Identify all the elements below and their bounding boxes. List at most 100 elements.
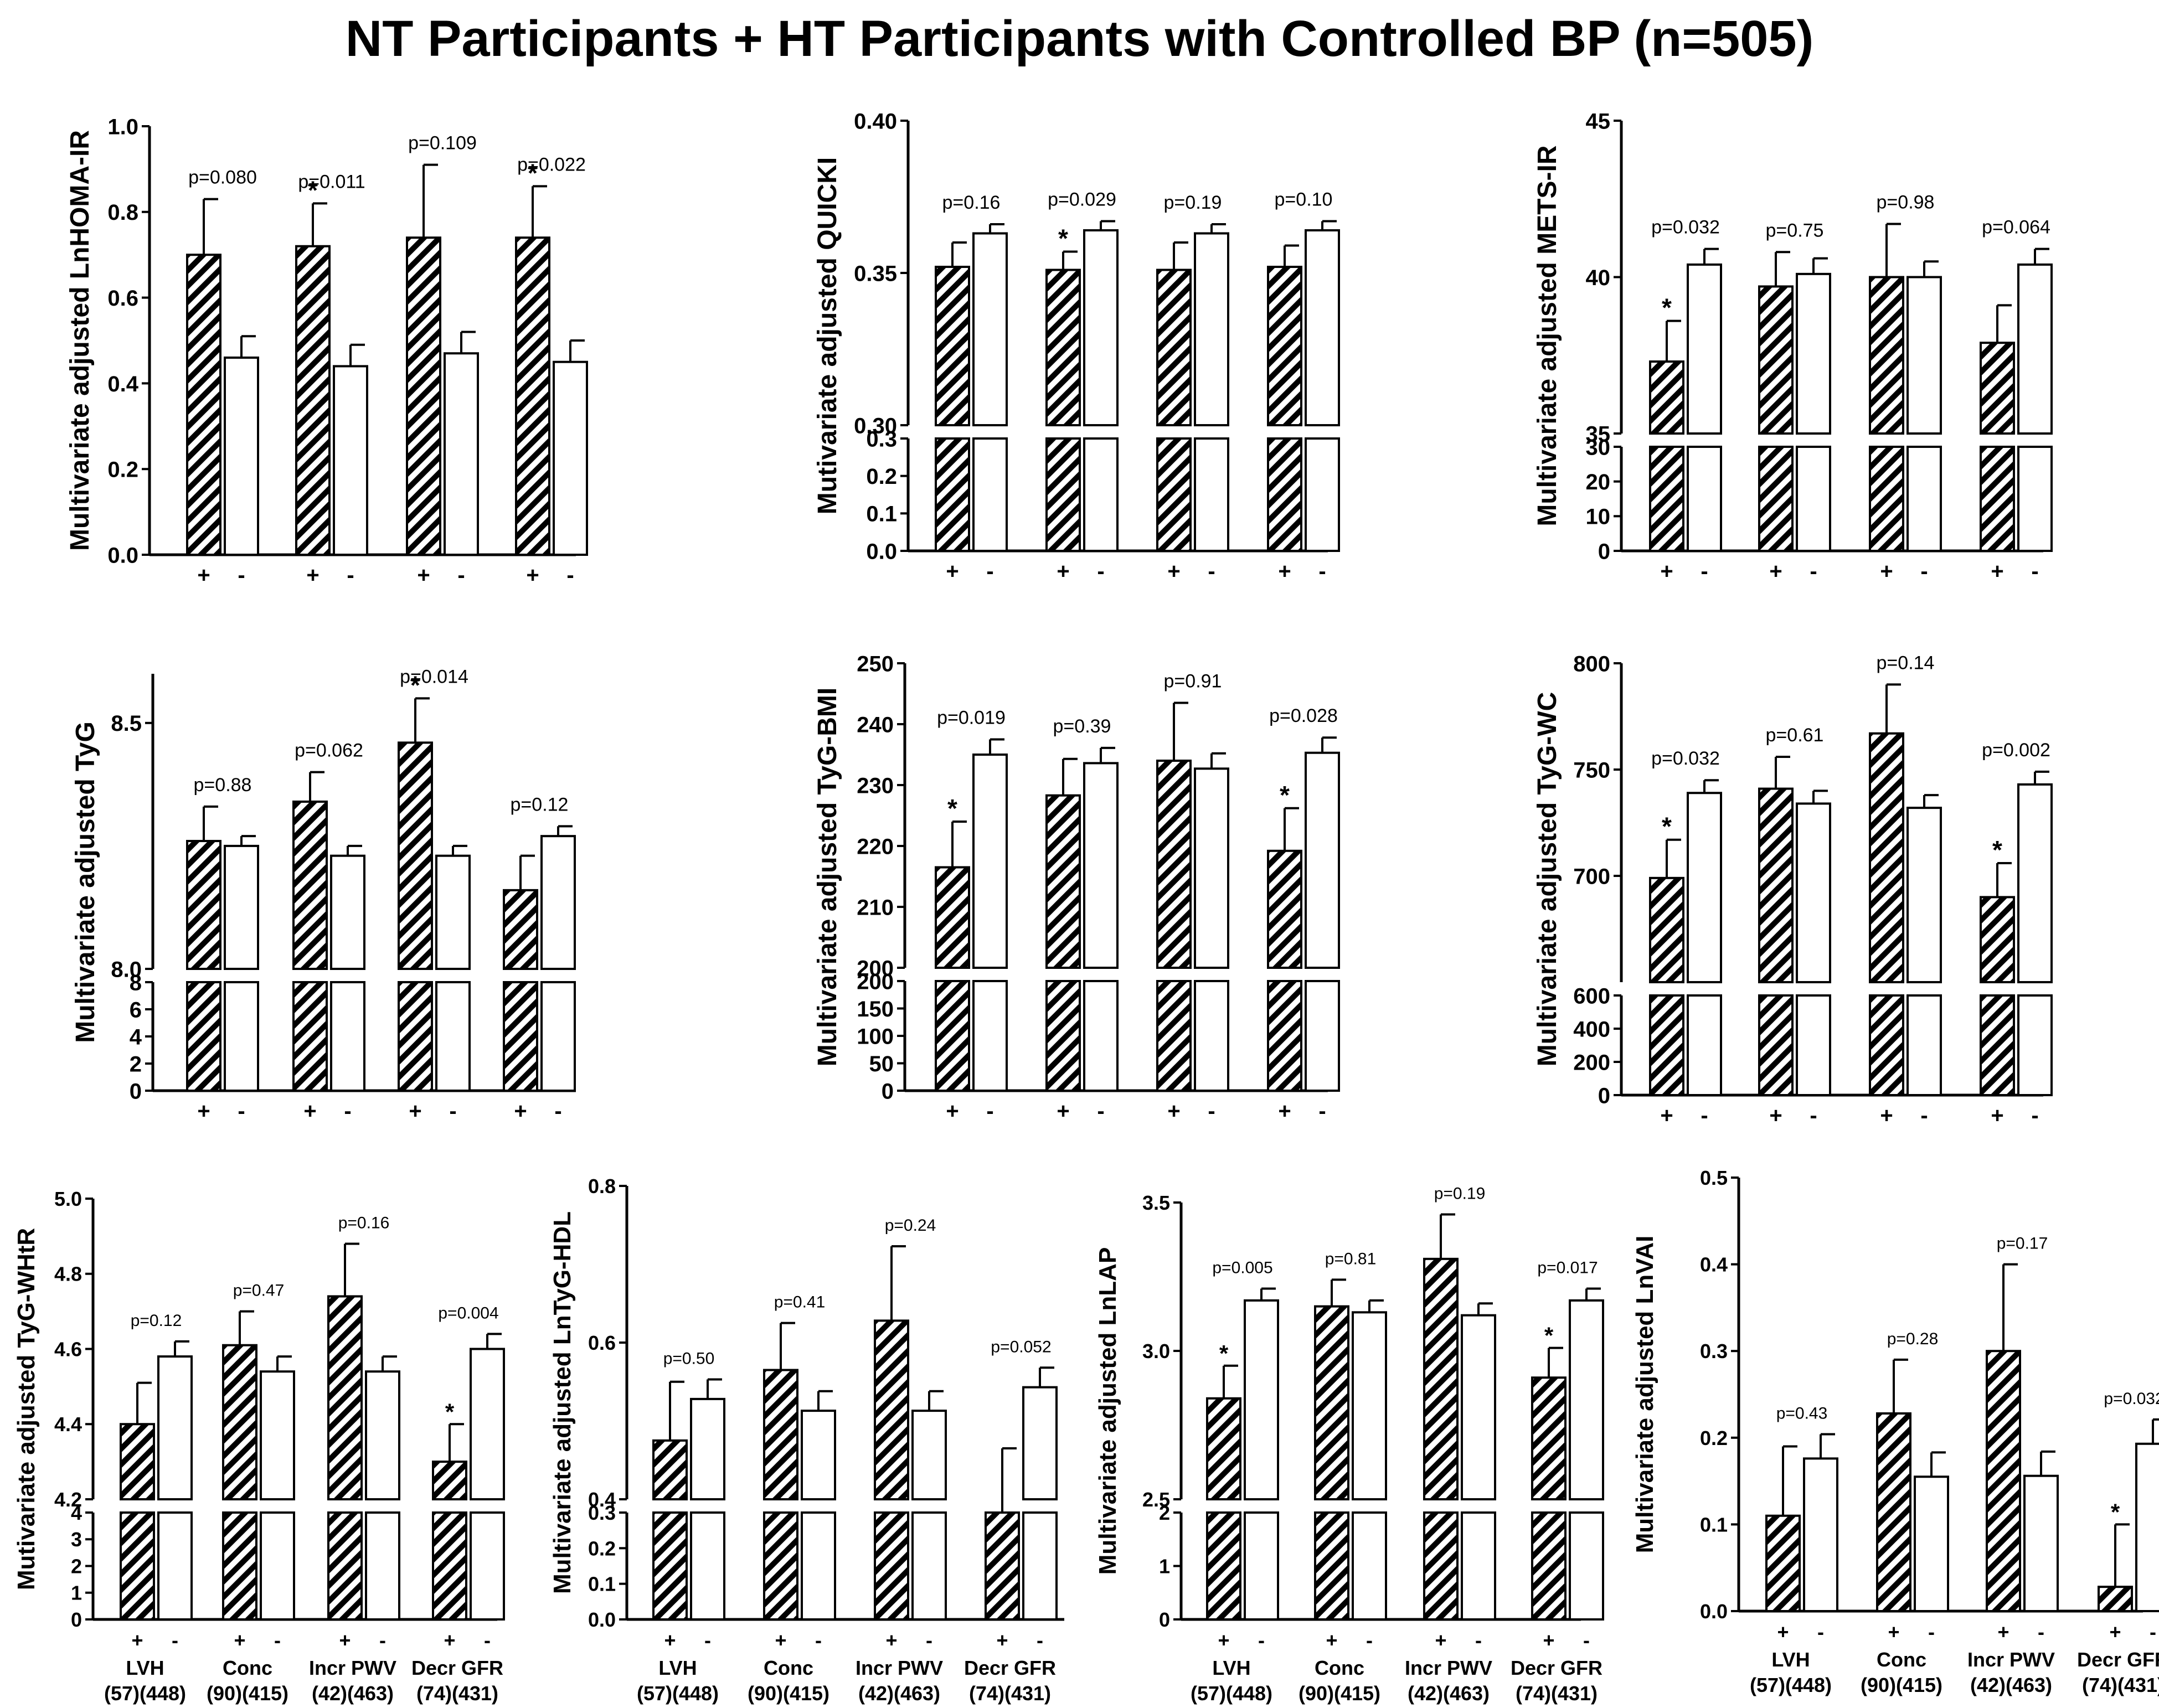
bar-sign-label: + <box>1991 1103 2003 1128</box>
bar-conc-plus <box>1876 1412 1911 1612</box>
y-tick-label: 4.6 <box>54 1338 82 1360</box>
y-tick-label: 800 <box>1573 652 1610 676</box>
bar-sign-label: - <box>238 563 245 587</box>
p-value-label: p=0.014 <box>400 666 468 687</box>
bar-conc-plus-lower <box>1758 994 1794 1096</box>
bar-conc-minus-lower <box>1352 1511 1387 1621</box>
y-tick-label: 3.0 <box>1142 1340 1170 1363</box>
bar-decr-gfr-minus <box>2017 263 2053 435</box>
bar-lvh-plus <box>186 254 221 556</box>
p-value-label: p=0.12 <box>131 1312 182 1330</box>
bar-incr-pwv-minus-lower <box>1461 1511 1496 1621</box>
bar-incr-pwv-minus-lower <box>911 1511 947 1621</box>
y-tick-label: 0.4 <box>588 1488 616 1511</box>
bar-sign-label: + <box>514 1099 527 1123</box>
y-tick-label: 0.0 <box>107 543 138 567</box>
bar-incr-pwv-plus <box>1156 269 1192 426</box>
bar-decr-gfr-minus-lower <box>2017 446 2053 552</box>
p-value-label: p=0.032 <box>1651 748 1720 769</box>
category-count: (74)(431) <box>2082 1674 2159 1696</box>
p-value-label: p=0.002 <box>1982 740 2050 761</box>
y-tick-label: 5.0 <box>54 1188 82 1210</box>
y-tick-label: 200 <box>857 969 894 994</box>
chart-panel-6: 700 750 800 0 200 400 600 Multivariate adjusted… <box>1533 652 2053 1128</box>
bar-incr-pwv-minus-lower <box>1906 994 1942 1096</box>
bar-lvh-plus <box>1649 360 1684 435</box>
category-count: (57)(448) <box>1191 1682 1272 1705</box>
significance-star: * <box>1992 835 2002 864</box>
bar-decr-gfr-minus <box>1305 229 1340 426</box>
chart-panel-7: 4.2 4.4 4.6 4.8 5.0 0 1 2 3 4 Mutivariate adjusted… <box>13 1188 505 1705</box>
bar-decr-gfr-plus-lower <box>503 981 538 1092</box>
bar-lvh-plus-lower <box>1206 1511 1241 1621</box>
category-label: Conc <box>1877 1648 1926 1671</box>
y-tick-label: 0.1 <box>588 1573 616 1596</box>
category-label: Decr GFR <box>2077 1648 2159 1671</box>
y-tick-label: 0.35 <box>854 261 897 286</box>
bar-sign-label: - <box>2031 1103 2038 1128</box>
bar-lvh-plus-lower <box>1649 994 1684 1096</box>
p-value-label: p=0.019 <box>937 708 1006 729</box>
bar-incr-pwv-minus <box>1194 232 1229 426</box>
chart-panel-10: 0.0 0.1 0.2 0.3 0.4 0.5 Multivariate adjusted … <box>1631 1167 2159 1696</box>
bar-sign-label: - <box>347 563 354 587</box>
bar-decr-gfr-plus-lower <box>432 1511 467 1621</box>
bar-lvh-minus <box>972 754 1008 969</box>
bar-incr-pwv-minus-lower <box>1194 980 1229 1092</box>
bar-conc-plus <box>1045 269 1081 426</box>
p-value-label: p=0.28 <box>1887 1330 1939 1348</box>
bar-sign-label: + <box>996 1629 1008 1652</box>
y-tick-label: 1 <box>1159 1555 1170 1577</box>
bar-conc-plus <box>292 800 328 970</box>
bar-sign-label: + <box>197 563 210 587</box>
category-count: (90)(415) <box>1861 1674 1942 1696</box>
bar-incr-pwv-minus-lower <box>365 1511 400 1621</box>
category-label: LVH <box>126 1657 164 1679</box>
bar-lvh-minus-lower <box>157 1511 193 1621</box>
bar-sign-label: - <box>1810 1103 1817 1128</box>
bar-sign-label: - <box>704 1629 711 1652</box>
bar-sign-label: - <box>986 1099 993 1123</box>
bar-incr-pwv-minus <box>1906 276 1942 435</box>
y-tick-label: 0.0 <box>1700 1600 1728 1623</box>
bar-incr-pwv-minus <box>1906 807 1942 983</box>
bar-sign-label: - <box>2150 1621 2156 1643</box>
bar-sign-label: - <box>566 563 574 587</box>
bar-sign-label: + <box>664 1629 676 1652</box>
bar-sign-label: - <box>1208 1099 1215 1123</box>
y-tick-label: 0.8 <box>107 200 138 225</box>
category-label: Incr PWV <box>856 1657 943 1679</box>
bar-sign-label: + <box>1326 1629 1337 1652</box>
bar-decr-gfr-minus <box>1305 751 1340 969</box>
bar-incr-pwv-plus-lower <box>1156 437 1192 552</box>
y-tick-label: 4.8 <box>54 1263 82 1286</box>
bar-decr-gfr-minus <box>2135 1442 2159 1612</box>
bar-decr-gfr-plus-lower <box>1531 1511 1567 1621</box>
y-tick-label: 10 <box>1586 505 1611 529</box>
category-label: Conc <box>764 1657 813 1679</box>
p-value-label: p=0.080 <box>188 167 257 188</box>
bar-incr-pwv-minus <box>911 1410 947 1500</box>
bar-conc-plus-lower <box>1314 1511 1349 1621</box>
bar-lvh-minus <box>1803 1457 1838 1613</box>
bar-incr-pwv-plus <box>406 236 441 556</box>
bar-sign-label: - <box>449 1099 456 1123</box>
bar-decr-gfr-plus <box>1267 849 1302 969</box>
y-tick-label: 0.5 <box>1700 1167 1728 1189</box>
bar-conc-plus <box>295 245 331 556</box>
p-value-label: p=0.029 <box>1048 189 1116 210</box>
p-value-label: p=0.19 <box>1164 192 1222 213</box>
bar-incr-pwv-minus <box>365 1370 400 1501</box>
bar-sign-label: - <box>1817 1621 1824 1643</box>
bar-sign-label: + <box>1880 1103 1893 1128</box>
y-tick-label: 400 <box>1573 1017 1610 1041</box>
bar-incr-pwv-minus-lower <box>435 981 471 1092</box>
bar-conc-minus <box>1796 272 1831 435</box>
bar-sign-label: - <box>986 559 993 584</box>
y-tick-label: 3 <box>71 1528 82 1551</box>
category-label: Conc <box>223 1657 272 1679</box>
bar-lvh-plus <box>1649 876 1684 983</box>
bar-sign-label: + <box>1167 559 1180 584</box>
y-tick-label: 230 <box>857 773 894 798</box>
bar-decr-gfr-plus-lower <box>1267 980 1302 1092</box>
